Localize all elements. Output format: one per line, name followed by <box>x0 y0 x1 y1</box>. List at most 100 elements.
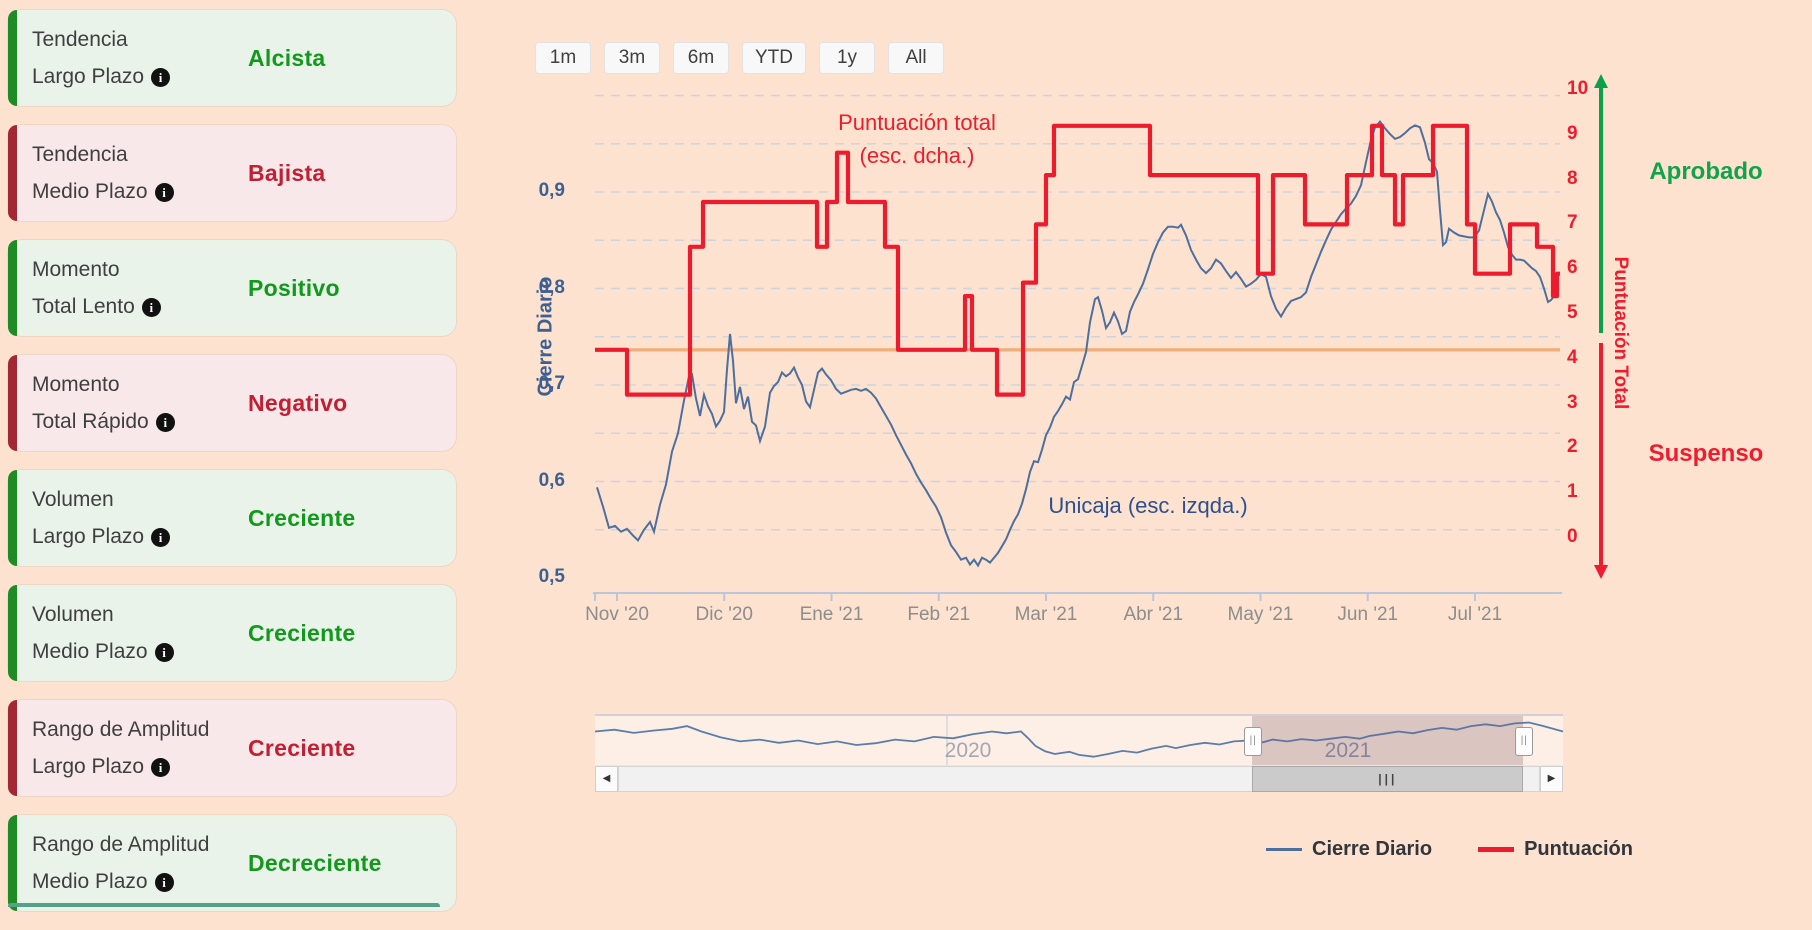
right-axis-tick-label: 10 <box>1567 78 1589 99</box>
indicator-card: Tendencia Largo Plazo i Alcista <box>8 10 456 106</box>
indicator-label: Tendencia Medio Plazo i <box>32 136 174 210</box>
indicator-label-line1: Rango de Amplitud <box>32 718 210 741</box>
indicator-label-line2: Medio Plazo <box>32 870 148 893</box>
info-icon[interactable]: i <box>154 873 174 892</box>
indicator-value: Creciente <box>248 504 356 531</box>
indicator-accent-bar <box>8 470 17 566</box>
indicator-label: Momento Total Rápido i <box>32 366 175 440</box>
right-axis-tick-label: 5 <box>1567 302 1578 323</box>
info-icon[interactable]: i <box>151 758 171 777</box>
navigator-year-2020: 2020 <box>944 739 992 762</box>
chart-legend: Cierre Diario Puntuación <box>1266 838 1633 861</box>
x-axis-tick-label: Feb '21 <box>907 604 971 625</box>
red-line-swatch-icon <box>1478 847 1515 852</box>
x-axis-tick-label: May '21 <box>1227 604 1294 625</box>
scrollbar-left-arrow-icon[interactable]: ◀ <box>595 766 618 792</box>
x-axis-tick-label: Ene '21 <box>799 604 864 625</box>
range-button-3m[interactable]: 3m <box>604 42 660 74</box>
indicator-accent-bar <box>8 585 17 681</box>
right-axis-tick-label: 4 <box>1567 346 1578 368</box>
legend-item-cierre-diario[interactable]: Cierre Diario <box>1266 838 1432 861</box>
left-axis-tick-label: 0,7 <box>538 373 565 394</box>
left-axis-tick-label: 0,8 <box>538 276 565 298</box>
x-axis-tick-label: Jun '21 <box>1337 604 1399 625</box>
zone-label-suspenso: Suspenso <box>1648 440 1764 467</box>
range-button-ytd[interactable]: YTD <box>742 42 806 74</box>
info-icon[interactable]: i <box>141 298 161 317</box>
indicator-accent-bar <box>8 700 17 796</box>
legend-label: Puntuación <box>1524 838 1633 860</box>
info-icon[interactable]: i <box>151 528 171 547</box>
indicator-card: Volumen Medio Plazo i Creciente <box>8 585 456 681</box>
range-button-all[interactable]: All <box>888 42 944 74</box>
legend-label: Cierre Diario <box>1312 838 1433 860</box>
indicator-value: Alcista <box>248 44 326 71</box>
indicator-card: Volumen Largo Plazo i Creciente <box>8 470 456 566</box>
range-button-1y[interactable]: 1y <box>819 42 875 74</box>
indicator-card: Momento Total Rápido i Negativo <box>8 355 456 451</box>
navigator-selected-range[interactable] <box>1252 716 1524 765</box>
right-axis-tick-label: 8 <box>1567 167 1578 189</box>
indicator-panel: Tendencia Largo Plazo i Alcista Tendencia… <box>8 10 456 930</box>
price-annotation: Unicaja (esc. izqda.) <box>1048 493 1248 518</box>
left-axis-tick-label: 0,6 <box>538 469 565 491</box>
indicator-label: Volumen Medio Plazo i <box>32 596 174 670</box>
indicator-accent-bar <box>8 815 17 911</box>
scrollbar-right-arrow-icon[interactable]: ▶ <box>1540 766 1563 792</box>
indicator-label-line2: Largo Plazo <box>32 525 145 548</box>
indicator-accent-bar <box>8 125 17 221</box>
score-annotation-line1: Puntuación total <box>838 110 996 135</box>
info-icon[interactable]: i <box>154 643 174 662</box>
indicator-value: Decreciente <box>248 849 382 876</box>
indicator-label-line2: Largo Plazo <box>32 65 145 88</box>
x-axis-tick-label: Jul '21 <box>1447 604 1503 625</box>
indicator-value: Negativo <box>248 389 348 416</box>
indicator-value: Bajista <box>248 159 326 186</box>
score-annotation-line2: (esc. dcha.) <box>859 143 975 168</box>
info-icon[interactable]: i <box>155 413 175 432</box>
navigator-right-handle-icon[interactable]: || <box>1515 727 1534 756</box>
indicator-label: Rango de Amplitud Medio Plazo i <box>32 826 209 900</box>
indicator-value: Positivo <box>248 274 340 301</box>
indicator-label-line2: Medio Plazo <box>32 640 148 663</box>
dashboard: Tendencia Largo Plazo i Alcista Tendencia… <box>8 10 1764 911</box>
navigator-left-handle-icon[interactable]: || <box>1244 727 1263 756</box>
x-axis-tick-label: Mar '21 <box>1014 604 1078 625</box>
left-axis-tick-label: 0,5 <box>538 566 565 587</box>
indicator-label-line2: Medio Plazo <box>32 180 148 203</box>
indicator-card: Momento Total Lento i Positivo <box>8 240 456 336</box>
zone-label-aprobado: Aprobado <box>1649 158 1763 185</box>
next-card-top-edge <box>8 903 440 907</box>
indicator-label-line2: Largo Plazo <box>32 755 145 778</box>
range-button-row: 1m 3m 6m YTD 1y All <box>535 42 944 74</box>
indicator-label-line1: Volumen <box>32 603 114 626</box>
indicator-value: Creciente <box>248 734 356 761</box>
indicator-value: Creciente <box>248 619 356 646</box>
right-axis-tick-label: 3 <box>1567 391 1578 413</box>
range-button-6m[interactable]: 6m <box>673 42 729 74</box>
right-axis-tick-label: 1 <box>1567 481 1578 503</box>
indicator-card: Rango de Amplitud Medio Plazo i Decrecien… <box>8 815 456 911</box>
info-icon[interactable]: i <box>151 68 171 87</box>
right-axis-tick-label: 6 <box>1567 257 1578 279</box>
legend-item-puntuacion[interactable]: Puntuación <box>1478 838 1633 861</box>
indicator-label-line2: Total Lento <box>32 295 135 318</box>
indicator-label-line1: Tendencia <box>32 28 128 51</box>
indicator-label-line1: Tendencia <box>32 143 128 166</box>
range-button-1m[interactable]: 1m <box>535 42 591 74</box>
left-axis-tick-label: 0,9 <box>538 180 565 201</box>
indicator-accent-bar <box>8 10 17 106</box>
right-axis-tick-label: 2 <box>1567 436 1578 458</box>
info-icon[interactable]: i <box>154 183 174 202</box>
indicator-label: Volumen Largo Plazo i <box>32 481 171 555</box>
indicator-label-line1: Momento <box>32 258 120 281</box>
blue-line-swatch-icon <box>1266 848 1302 851</box>
right-axis-tick-label: 0 <box>1567 526 1578 547</box>
x-axis-tick-label: Dic '20 <box>695 604 753 625</box>
indicator-card: Rango de Amplitud Largo Plazo i Creciente <box>8 700 456 796</box>
scrollbar-thumb[interactable]: ||| <box>1252 766 1524 792</box>
indicator-accent-bar <box>8 240 17 336</box>
indicator-label-line2: Total Rápido <box>32 410 149 433</box>
x-axis-tick-label: Abr '21 <box>1123 604 1184 625</box>
indicator-label-line1: Rango de Amplitud <box>32 833 210 856</box>
